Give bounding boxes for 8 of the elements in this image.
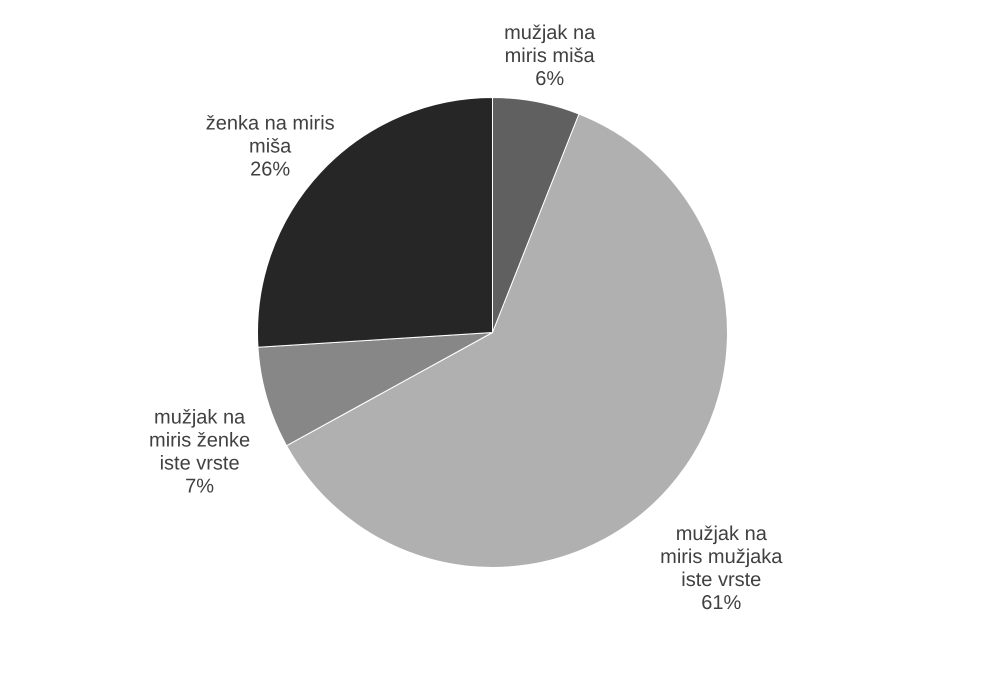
slice-label: mužjak na miris ženke iste vrste (149, 406, 250, 475)
slice-label: mužjak na miris mužjaka iste vrste (660, 523, 784, 592)
data-label: 6% (535, 68, 564, 90)
slice-label: ženka na miris miša (206, 112, 335, 158)
data-label: 61% (701, 592, 742, 614)
data-label: 7% (185, 476, 214, 498)
data-label: 26% (250, 158, 290, 181)
slice-label: mužjak na miris miša (504, 22, 596, 67)
